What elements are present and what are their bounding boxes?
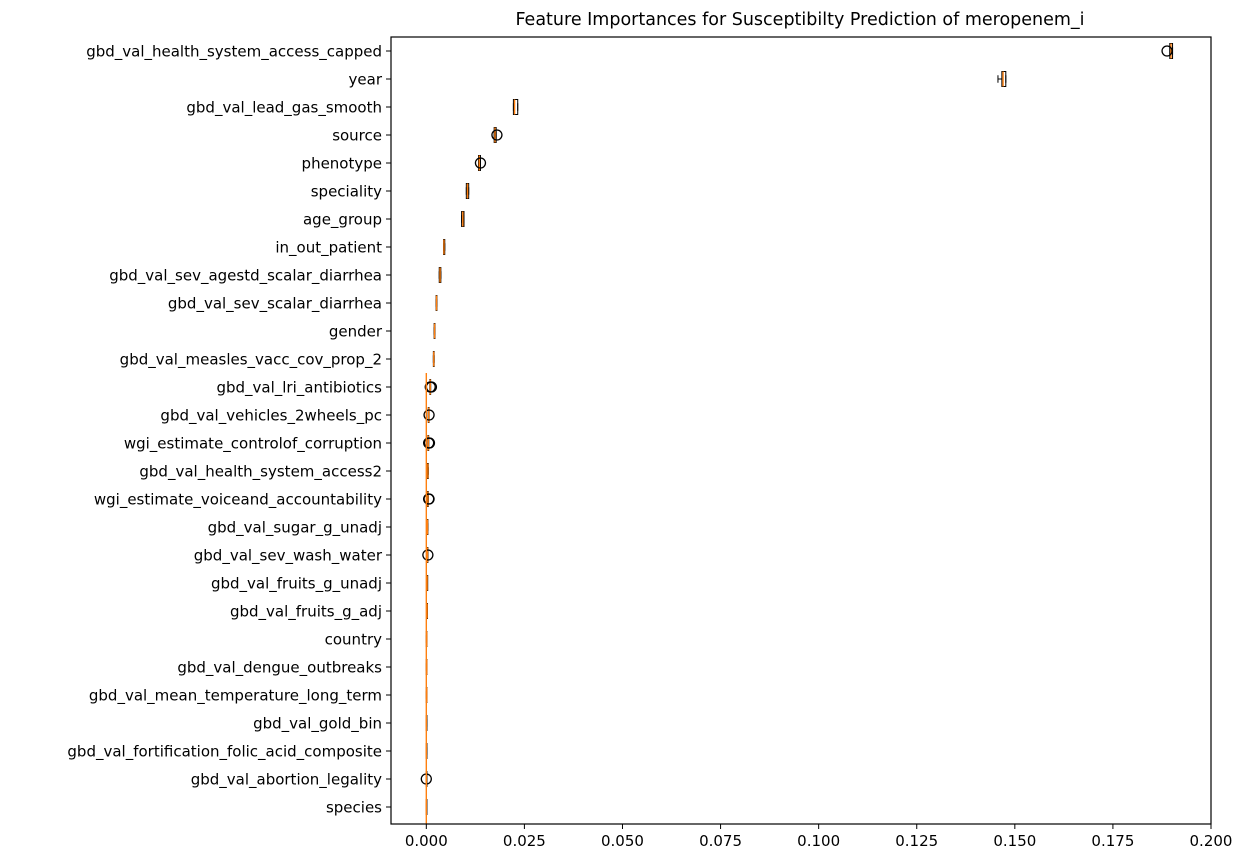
y-tick-label: gbd_val_dengue_outbreaks [177, 659, 382, 678]
y-tick-label: gbd_val_sev_scalar_diarrhea [168, 295, 382, 314]
y-tick-label: phenotype [302, 155, 382, 173]
box-gbd_val_sev_agestd_scalar_diarrhea [438, 267, 442, 283]
y-tick-label: gbd_val_fortification_folic_acid_composi… [67, 743, 382, 762]
y-tick-label: gbd_val_health_system_access2 [139, 463, 382, 482]
axes-frame [390, 36, 1212, 825]
x-tick-label: 0.050 [601, 832, 644, 850]
x-tick-label: 0.150 [993, 832, 1036, 850]
box-gbd_val_lead_gas_smooth [512, 99, 519, 115]
box-gbd_val_health_system_access2 [426, 463, 429, 479]
x-tick-label: 0.200 [1190, 832, 1233, 850]
chart-title: Feature Importances for Susceptibilty Pr… [515, 10, 1084, 30]
box-gbd_val_sev_scalar_diarrhea [435, 295, 438, 311]
box-gbd_val_measles_vacc_cov_prop_2 [432, 351, 435, 367]
y-tick-label: gbd_val_sev_wash_water [194, 547, 383, 566]
outlier-point [423, 437, 436, 449]
outlier-point [474, 157, 487, 169]
box-gbd_val_sugar_g_unadj [426, 519, 429, 535]
y-tick-label: species [326, 799, 382, 817]
box-gbd_val_fruits_g_unadj [426, 575, 429, 591]
box-gender [433, 323, 436, 339]
y-tick-label: gbd_val_health_system_access_capped [86, 43, 382, 62]
box-iqr [512, 99, 519, 115]
y-tick-label: country [325, 631, 382, 649]
x-axis: 0.000 0.025 0.050 0.075 0.100 0.125 0.150 0.175… [405, 824, 1233, 850]
x-tick-label: 0.025 [503, 832, 546, 850]
y-tick-label: gbd_val_vehicles_2wheels_pc [160, 407, 382, 426]
x-tick-label: 0.175 [1091, 832, 1134, 850]
x-tick-label: 0.075 [699, 832, 742, 850]
y-tick-label: year [349, 71, 383, 89]
y-tick-label: wgi_estimate_controlof_corruption [124, 435, 382, 454]
box-age_group [461, 211, 465, 227]
x-tick-label: 0.000 [405, 832, 448, 850]
y-tick-label: gbd_val_sev_agestd_scalar_diarrhea [109, 267, 382, 286]
y-tick-label: wgi_estimate_voiceand_accountability [94, 491, 382, 510]
y-tick-label: gbd_val_measles_vacc_cov_prop_2 [120, 351, 382, 370]
y-tick-label: gbd_val_gold_bin [253, 715, 382, 734]
box-year [997, 71, 1007, 87]
box-gbd_val_health_system_access_capped [1161, 43, 1174, 59]
y-tick-label: in_out_patient [275, 239, 382, 258]
box-gbd_val_vehicles_2wheels_pc [423, 407, 435, 423]
y-tick-label: speciality [311, 183, 382, 201]
y-tick-label: gender [329, 323, 383, 341]
box-iqr [1001, 71, 1007, 87]
box-wgi_estimate_voiceand_accountability [423, 491, 435, 507]
x-tick-label: 0.125 [895, 832, 938, 850]
outlier-point [424, 381, 436, 393]
y-tick-label: gbd_val_sugar_g_unadj [208, 519, 382, 538]
outlier-point [491, 129, 503, 141]
box-phenotype [474, 155, 487, 171]
plot-area [420, 43, 1174, 824]
box-speciality [465, 183, 470, 199]
box-wgi_estimate_controlof_corruption [423, 435, 436, 451]
x-tick-label: 0.100 [797, 832, 840, 850]
y-tick-label: gbd_val_fruits_g_adj [230, 603, 382, 622]
y-tick-label: gbd_val_abortion_legality [191, 771, 382, 790]
y-tick-label: gbd_val_lri_antibiotics [216, 379, 382, 398]
outlier-point [423, 409, 435, 421]
box-source [491, 127, 503, 143]
box-gbd_val_sev_wash_water [422, 547, 434, 563]
y-tick-label: age_group [303, 211, 382, 230]
y-tick-label: source [332, 127, 382, 145]
outlier-point [1161, 45, 1173, 57]
outlier-point [422, 549, 434, 561]
y-tick-label: gbd_val_lead_gas_smooth [186, 99, 382, 118]
y-tick-label: gbd_val_mean_temperature_long_term [89, 687, 382, 706]
outlier-point [423, 493, 435, 505]
y-tick-label: gbd_val_fruits_g_unadj [211, 575, 382, 594]
box-in_out_patient [443, 239, 446, 255]
